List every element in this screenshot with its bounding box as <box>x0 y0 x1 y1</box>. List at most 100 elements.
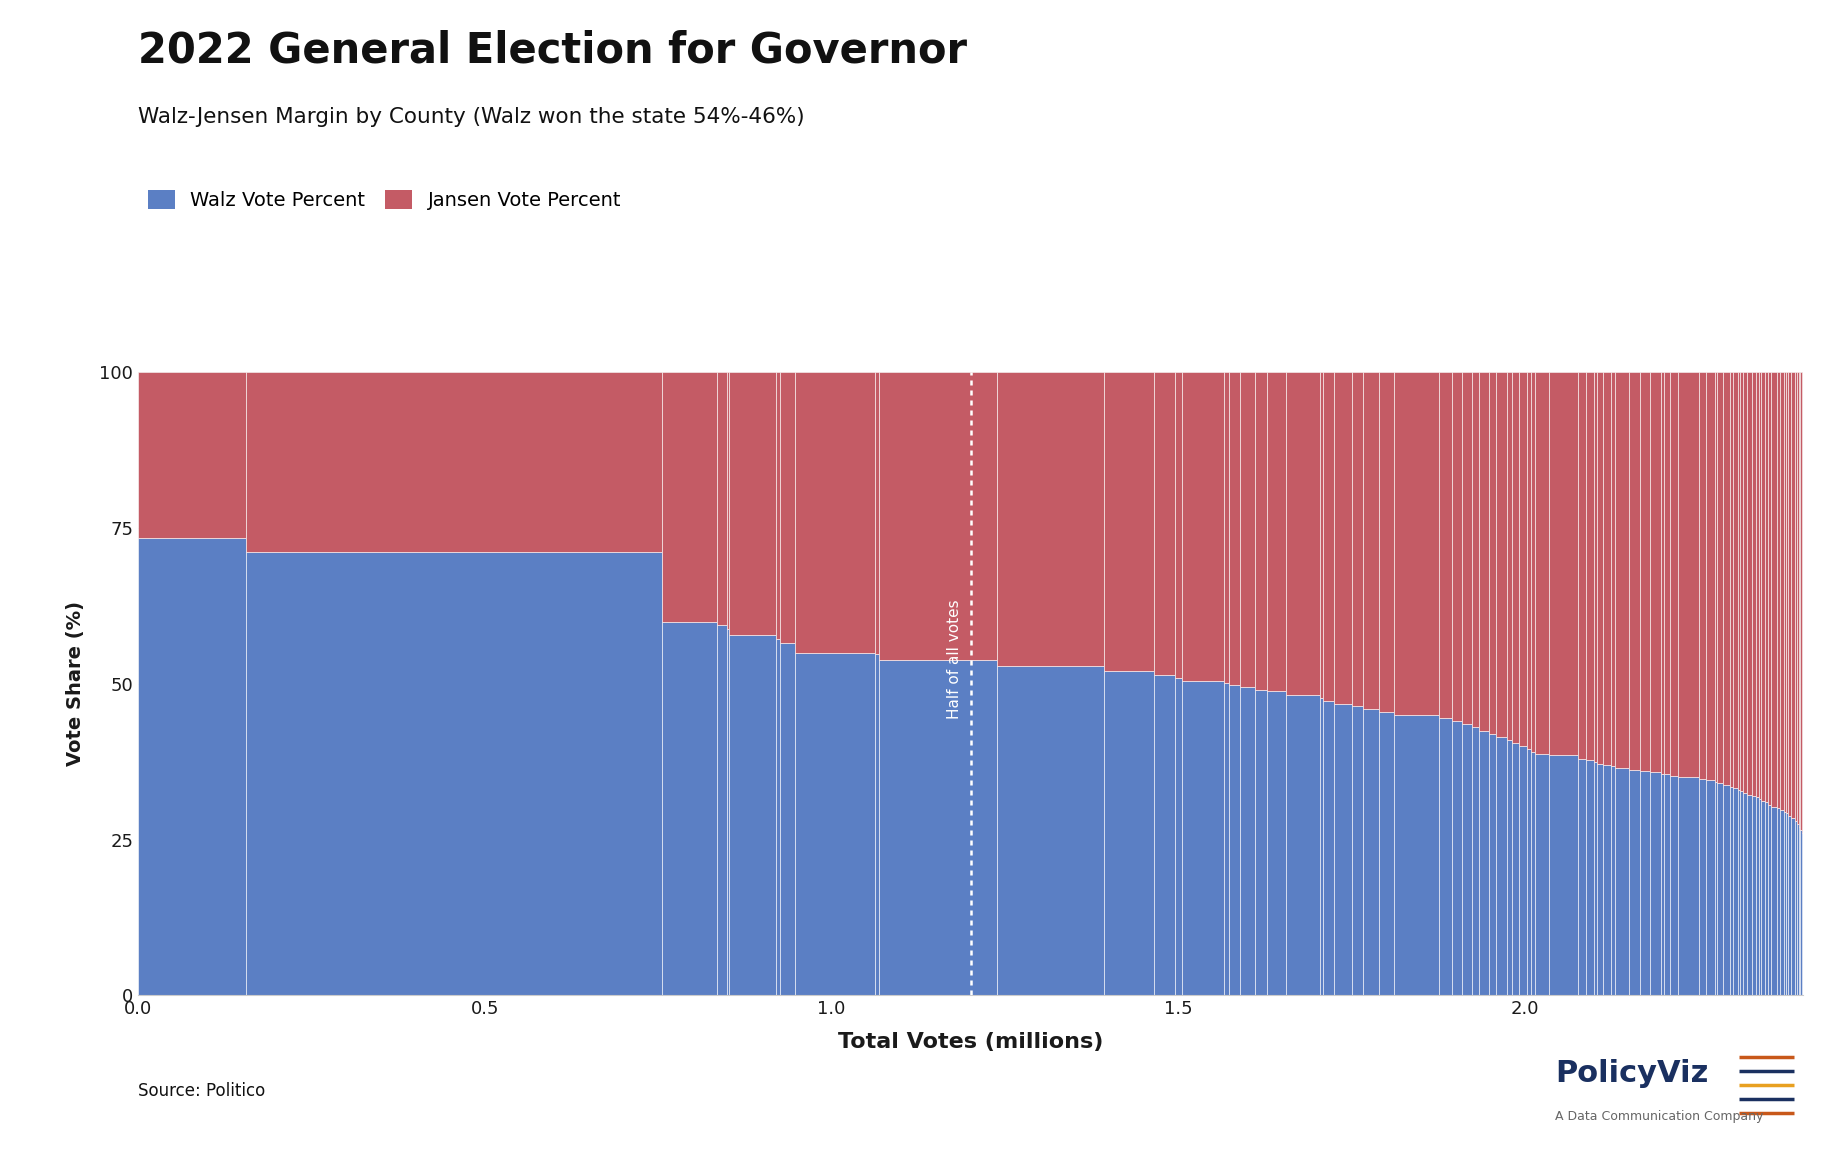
Bar <box>1267 372 1285 691</box>
Bar <box>1593 372 1596 761</box>
Bar <box>1697 779 1705 995</box>
Bar <box>138 372 245 538</box>
Bar <box>1333 704 1352 995</box>
Bar <box>662 372 717 622</box>
Bar <box>1363 372 1377 709</box>
Bar <box>1751 796 1754 995</box>
Bar <box>1534 753 1548 995</box>
Bar <box>1548 372 1578 755</box>
Bar <box>1729 372 1732 787</box>
Bar <box>1488 733 1495 995</box>
Bar <box>1519 372 1526 746</box>
Bar <box>1764 802 1767 995</box>
Bar <box>1254 690 1267 995</box>
Bar <box>1670 776 1677 995</box>
Bar <box>1377 712 1394 995</box>
Bar <box>1751 372 1754 796</box>
Bar <box>1670 372 1677 776</box>
Bar <box>1747 372 1751 795</box>
Text: A Data Communication Company: A Data Communication Company <box>1554 1110 1762 1123</box>
Bar <box>1471 728 1479 995</box>
Bar <box>1661 372 1664 774</box>
Text: Source: Politico: Source: Politico <box>138 1083 265 1100</box>
Bar <box>1639 372 1650 771</box>
Bar <box>1615 768 1628 995</box>
Bar <box>1451 372 1462 722</box>
Bar <box>1585 372 1593 760</box>
Bar <box>1352 372 1363 705</box>
Bar <box>1721 372 1729 785</box>
Bar <box>1602 765 1611 995</box>
Legend: Walz Vote Percent, Jansen Vote Percent: Walz Vote Percent, Jansen Vote Percent <box>147 190 622 210</box>
Bar <box>1793 372 1797 821</box>
Bar <box>1462 724 1471 995</box>
Bar <box>1479 372 1488 731</box>
Bar <box>1788 816 1791 995</box>
Bar <box>1451 722 1462 995</box>
Bar <box>1488 372 1495 733</box>
Bar <box>997 667 1103 995</box>
Bar <box>780 644 794 995</box>
Bar <box>1776 808 1778 995</box>
Bar <box>1716 372 1721 783</box>
Bar <box>1519 746 1526 995</box>
Bar <box>1153 372 1175 674</box>
Bar <box>1714 372 1716 782</box>
Bar <box>1767 372 1771 805</box>
Bar <box>1377 372 1394 712</box>
Bar <box>1285 372 1320 695</box>
Bar <box>1267 691 1285 995</box>
Bar <box>1322 372 1333 701</box>
Text: Half of all votes: Half of all votes <box>947 599 962 718</box>
Bar <box>1793 821 1797 995</box>
Text: PolicyViz: PolicyViz <box>1554 1059 1707 1088</box>
Y-axis label: Vote Share (%): Vote Share (%) <box>66 602 85 766</box>
Bar <box>1596 372 1602 764</box>
Bar <box>1771 807 1776 995</box>
Bar <box>1285 695 1320 995</box>
Bar <box>1510 372 1519 743</box>
X-axis label: Total Votes (millions): Total Votes (millions) <box>837 1032 1103 1052</box>
Bar <box>1352 705 1363 995</box>
Text: 2022 General Election for Governor: 2022 General Election for Governor <box>138 29 967 71</box>
Bar <box>1664 774 1670 995</box>
Bar <box>1705 372 1714 780</box>
Bar <box>1228 686 1239 995</box>
Bar <box>1611 766 1615 995</box>
Bar <box>1747 795 1751 995</box>
Bar <box>1495 737 1506 995</box>
Bar <box>780 372 794 644</box>
Bar <box>1639 771 1650 995</box>
Bar <box>1320 372 1322 697</box>
Bar <box>1615 372 1628 768</box>
Bar <box>1103 372 1153 672</box>
Bar <box>1677 778 1697 995</box>
Bar <box>1153 674 1175 995</box>
Bar <box>717 372 726 625</box>
Bar <box>1738 792 1742 995</box>
Bar <box>1776 372 1778 808</box>
Bar <box>1791 372 1793 818</box>
Bar <box>1742 372 1747 793</box>
Bar <box>1223 372 1228 682</box>
Bar <box>1578 759 1585 995</box>
Bar <box>1320 697 1322 995</box>
Bar <box>245 372 662 552</box>
Bar <box>776 372 780 639</box>
Bar <box>1788 372 1791 816</box>
Bar <box>1754 372 1758 797</box>
Bar <box>1661 774 1664 995</box>
Bar <box>1664 372 1670 774</box>
Bar <box>875 654 879 995</box>
Bar <box>1479 731 1488 995</box>
Bar <box>879 660 997 995</box>
Bar <box>1738 372 1742 792</box>
Bar <box>1778 372 1784 810</box>
Bar <box>1732 372 1736 788</box>
Bar <box>1228 372 1239 686</box>
Bar <box>1754 797 1758 995</box>
Bar <box>1438 372 1451 718</box>
Bar <box>997 372 1103 667</box>
Bar <box>1239 372 1254 687</box>
Bar <box>1697 372 1705 779</box>
